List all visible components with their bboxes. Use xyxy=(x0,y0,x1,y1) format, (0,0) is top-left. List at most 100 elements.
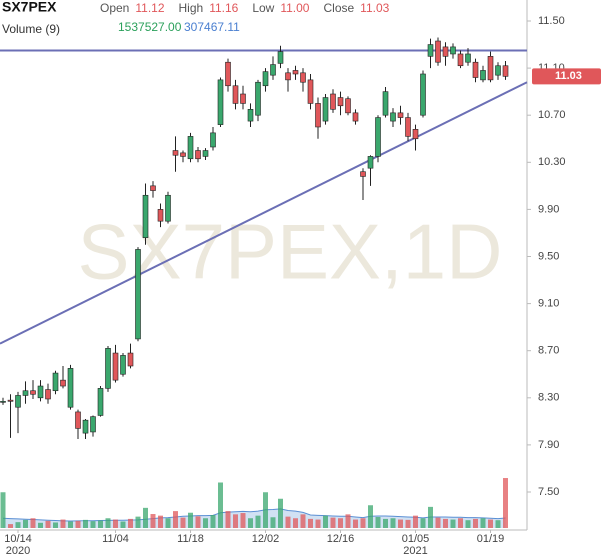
candle-body xyxy=(247,109,254,122)
y-tick-label: 9.10 xyxy=(538,298,559,310)
volume-bar xyxy=(413,515,418,528)
volume-bar xyxy=(398,519,403,528)
volume-bar xyxy=(503,478,508,528)
volume-value: 1537527.00 xyxy=(118,20,182,34)
candle-body xyxy=(15,395,21,408)
x-tick-label: 11/04 xyxy=(102,533,129,545)
candle-body xyxy=(420,73,426,116)
volume-bar xyxy=(345,514,351,528)
volume-bar xyxy=(150,514,156,528)
volume-bar xyxy=(45,520,51,528)
candle-body xyxy=(285,72,291,81)
candle-body xyxy=(345,98,351,114)
legend-label: Low xyxy=(252,1,274,15)
volume-bar xyxy=(338,518,343,528)
volume-bar xyxy=(188,512,193,528)
y-tick-label: 10.30 xyxy=(538,156,566,168)
volume-bar xyxy=(15,522,21,528)
candle-body xyxy=(7,399,14,402)
volume-bar xyxy=(428,506,433,528)
candle-body xyxy=(465,53,471,63)
candle-body xyxy=(150,185,156,191)
volume-bar xyxy=(83,519,88,528)
volume-bar xyxy=(68,521,73,528)
volume-bar xyxy=(75,520,81,528)
candle-body xyxy=(442,46,449,57)
candle-body xyxy=(337,97,344,107)
candle-body xyxy=(37,385,44,399)
candle-body xyxy=(172,150,179,156)
legend-value: 11.00 xyxy=(280,1,309,15)
volume-bar xyxy=(248,518,253,528)
candle-body xyxy=(487,56,494,81)
y-tick-label: 8.30 xyxy=(538,392,559,404)
candle-body xyxy=(60,379,66,387)
volume-bar xyxy=(450,519,456,528)
volume-bar xyxy=(210,515,216,528)
volume-bar xyxy=(0,492,6,528)
y-tick-label: 7.90 xyxy=(538,439,559,451)
volume-bar xyxy=(315,519,321,528)
volume-bar xyxy=(90,521,96,528)
candle-body xyxy=(225,61,231,87)
volume-bar xyxy=(495,520,501,528)
candle-body xyxy=(120,355,126,375)
legend-value: 11.16 xyxy=(209,1,238,15)
volume-bar xyxy=(270,517,276,528)
candle-body xyxy=(165,194,171,222)
x-tick-label: 12/02 xyxy=(252,533,280,545)
candle-body xyxy=(52,372,59,392)
candle-body xyxy=(187,136,194,160)
y-tick-label: 9.90 xyxy=(538,203,559,215)
volume-bar xyxy=(353,519,358,528)
volume-bar xyxy=(120,521,126,528)
candle-body xyxy=(435,40,441,63)
volume-bar xyxy=(203,518,208,528)
candle-body xyxy=(262,71,269,87)
volume-bar xyxy=(300,514,306,528)
volume-ma-value: 307467.11 xyxy=(184,20,240,34)
candle-body xyxy=(45,389,51,400)
candle-body xyxy=(412,129,419,140)
candle-body xyxy=(382,91,389,116)
last-price-box xyxy=(532,68,601,85)
candle-body xyxy=(330,93,336,110)
legend-value: 11.03 xyxy=(360,1,389,15)
x-year-label: 2021 xyxy=(403,545,427,557)
y-tick-label: 10.70 xyxy=(538,109,566,121)
candle-body xyxy=(300,72,306,83)
candle-body xyxy=(30,390,36,395)
chart-title: SX7PEX xyxy=(2,0,57,15)
candle-body xyxy=(427,44,434,57)
candle-body xyxy=(495,65,501,76)
candle-body xyxy=(0,401,6,403)
candle-body xyxy=(90,416,96,433)
volume-bar xyxy=(263,492,268,528)
volume-bar xyxy=(180,517,186,528)
volume-bar xyxy=(420,518,426,528)
candle-body xyxy=(232,85,239,104)
candle-body xyxy=(157,209,164,222)
candle-body xyxy=(367,156,374,169)
candle-body xyxy=(405,117,411,137)
volume-bar xyxy=(293,518,298,528)
volume-bar xyxy=(105,518,111,528)
volume-bar xyxy=(368,505,373,528)
volume-bar xyxy=(98,520,103,528)
volume-bar xyxy=(405,519,411,528)
watermark: SX7PEX,1D xyxy=(78,208,503,296)
x-year-label: 2020 xyxy=(6,545,30,557)
x-tick-label: 10/14 xyxy=(4,533,32,545)
volume-bar xyxy=(143,507,148,528)
volume-bar xyxy=(308,518,313,528)
volume-bar xyxy=(465,520,471,528)
volume-bar xyxy=(173,511,178,528)
candle-body xyxy=(135,249,141,340)
volume-bar xyxy=(375,516,381,528)
candle-body xyxy=(97,388,104,416)
volume-bar xyxy=(23,519,28,528)
candle-body xyxy=(457,53,464,67)
volume-bar xyxy=(218,482,223,528)
legend-label: Open xyxy=(100,1,129,15)
